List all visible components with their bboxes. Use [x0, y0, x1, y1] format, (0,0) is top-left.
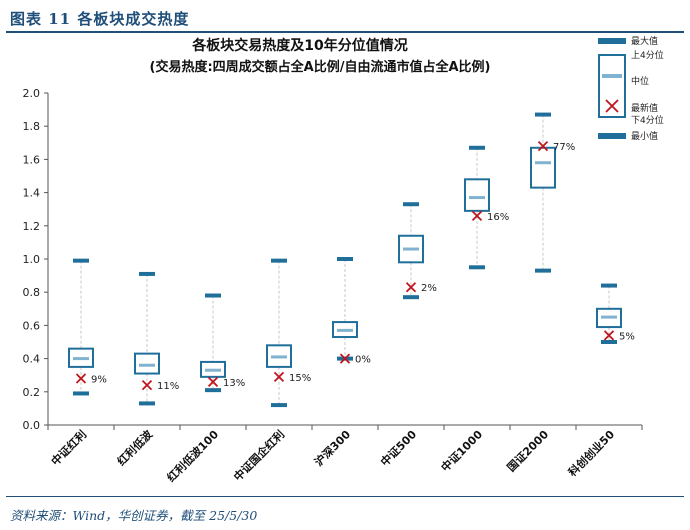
legend-q1-label: 下4分位 [631, 114, 664, 126]
iqr-box [464, 178, 490, 212]
box-group: 5% [596, 283, 635, 344]
latest-marker [471, 210, 483, 221]
category-label: 中证500 [377, 427, 419, 469]
max-cap [535, 112, 551, 117]
legend-q3-label: 上4分位 [631, 49, 664, 61]
min-cap [139, 401, 155, 406]
median-bar [337, 328, 353, 332]
y-tick-label: 0.0 [23, 419, 41, 432]
footer-rule [6, 496, 684, 497]
y-tick-label: 1.4 [23, 187, 41, 200]
legend-max-swatch [598, 38, 626, 44]
box-group: 16% [464, 145, 509, 270]
iqr-box [134, 352, 160, 375]
chart-title: 各板块交易热度及10年分位值情况 [191, 37, 407, 54]
percentile-label: 5% [619, 331, 635, 342]
category-label: 中证红利 [48, 427, 89, 468]
min-cap [469, 265, 485, 270]
percentile-label: 16% [487, 212, 509, 223]
iqr-box [530, 146, 556, 189]
y-tick-label: 2.0 [23, 87, 41, 100]
category-label: 沪深300 [311, 427, 353, 469]
box-group: 9% [68, 258, 107, 396]
figure-header: 图表 11 各板块成交热度 [6, 4, 684, 33]
latest-marker [273, 371, 285, 382]
min-cap [601, 340, 617, 344]
category-label: 红利低波100 [164, 427, 221, 484]
min-cap [271, 403, 287, 408]
percentile-label: 77% [553, 142, 575, 153]
y-tick-label: 0.8 [23, 286, 41, 299]
legend-latest-label: 最新值 [631, 102, 658, 114]
legend-latest-swatch [605, 99, 619, 113]
median-bar [73, 357, 89, 361]
figure-title: 图表 11 各板块成交热度 [10, 10, 190, 28]
legend-min-swatch [598, 133, 626, 139]
percentile-label: 13% [223, 378, 245, 389]
latest-marker [405, 282, 417, 293]
legend-max-label: 最大值 [631, 35, 658, 47]
y-tick-label: 1.8 [23, 120, 41, 133]
percentile-label: 0% [355, 355, 371, 366]
category-label: 红利低波 [114, 427, 156, 469]
min-cap [205, 388, 221, 393]
latest-marker [339, 353, 351, 364]
category-label: 中证1000 [438, 427, 485, 474]
chart-subtitle: (交易热度:四周成交额占全A比例/自由流通市值占全A比例) [150, 59, 491, 75]
latest-marker [75, 373, 87, 384]
median-bar [139, 363, 155, 367]
box-group: 15% [266, 258, 311, 408]
latest-marker [207, 376, 219, 387]
median-bar [205, 368, 221, 372]
max-cap [205, 293, 221, 298]
box-group: 0% [332, 257, 371, 366]
min-cap [535, 268, 551, 273]
max-cap [139, 271, 155, 276]
legend-median-swatch [602, 74, 622, 78]
percentile-label: 2% [421, 283, 437, 294]
category-label: 中证国企红利 [231, 427, 288, 484]
category-label: 科创创业50 [565, 427, 617, 479]
median-bar [601, 315, 617, 319]
legend-median-label: 中位 [631, 75, 649, 87]
latest-marker [537, 140, 549, 152]
legend-box-swatch [598, 54, 626, 118]
y-tick-label: 1.2 [23, 220, 41, 233]
percentile-label: 11% [157, 381, 179, 392]
latest-marker [603, 330, 615, 341]
category-label: 国证2000 [505, 428, 552, 475]
latest-marker [141, 380, 153, 391]
box-group: 2% [398, 202, 437, 300]
percentile-label: 9% [91, 375, 107, 386]
median-bar [403, 247, 419, 251]
percentile-label: 15% [289, 373, 311, 384]
box-plot-chart: 各板块交易热度及10年分位值情况 (交易热度:四周成交额占全A比例/自由流通市值… [23, 35, 664, 484]
max-cap [403, 202, 419, 207]
box-group: 11% [134, 271, 179, 406]
max-cap [73, 258, 89, 263]
min-cap [73, 391, 89, 396]
y-tick-label: 1.6 [23, 153, 41, 166]
max-cap [337, 257, 353, 261]
box-group: 13% [200, 293, 245, 393]
max-cap [469, 145, 485, 150]
y-tick-label: 1.0 [23, 253, 41, 266]
header-rule [6, 31, 684, 33]
source-note: 资料来源：Wind，华创证券，截至 25/5/30 [10, 508, 258, 523]
max-cap [271, 258, 287, 263]
median-bar [535, 161, 551, 165]
min-cap [403, 295, 419, 300]
median-bar [271, 355, 287, 359]
y-tick-label: 0.6 [23, 319, 41, 332]
median-bar [469, 196, 485, 200]
legend-min-label: 最小值 [631, 130, 658, 142]
y-tick-label: 0.2 [23, 386, 41, 399]
box-group: 77% [530, 112, 575, 273]
max-cap [601, 283, 617, 288]
y-tick-label: 0.4 [23, 353, 41, 366]
plot-area: 0.0 0.2 0.4 0.6 0.8 1.0 1.2 1.4 1.6 1.8 2.0 9% 中证红利 1… [23, 87, 643, 484]
